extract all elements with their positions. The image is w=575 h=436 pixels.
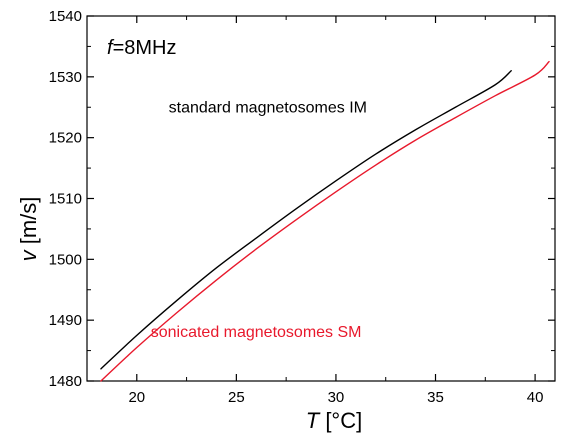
y-axis-variable: v	[16, 248, 41, 261]
frequency-variable: f	[107, 37, 115, 59]
x-tick-label: 25	[228, 389, 245, 406]
frequency-value: =8MHz	[113, 37, 177, 59]
y-tick-label: 1480	[49, 373, 82, 390]
x-tick-label: 40	[527, 389, 544, 406]
series-layer	[100, 60, 550, 382]
y-tick-label: 1500	[49, 251, 82, 268]
x-tick-label: 35	[427, 389, 444, 406]
annotation-standard: standard magnetosomes IM	[169, 100, 367, 117]
axes-layer: 20 25 30 35 40 1480 1490 1500 1510 1520 1530 1540	[49, 8, 556, 406]
x-axis-unit: [°C]	[319, 408, 362, 433]
series-line-standard	[100, 70, 512, 370]
x-axis-variable: T	[306, 408, 321, 433]
y-tick-label: 1520	[49, 130, 82, 147]
annotation-sonicated: sonicated magnetosomes SM	[151, 324, 362, 341]
y-axis-unit: [m/s]	[16, 197, 41, 251]
x-tick-label: 30	[328, 389, 345, 406]
y-axis-title: v [m/s]	[16, 197, 41, 262]
y-tick-label: 1530	[49, 69, 82, 86]
frequency-label: f=8MHz	[107, 37, 176, 59]
x-axis-title: T [°C]	[306, 408, 362, 433]
y-tick-label: 1540	[49, 8, 82, 25]
y-tick-label: 1510	[49, 191, 82, 208]
text-layer: f=8MHz T [°C] v [m/s] standard magnetoso…	[16, 37, 367, 433]
series-line-sonicated	[100, 60, 550, 382]
x-tick-label: 20	[128, 389, 145, 406]
y-tick-label: 1490	[49, 312, 82, 329]
